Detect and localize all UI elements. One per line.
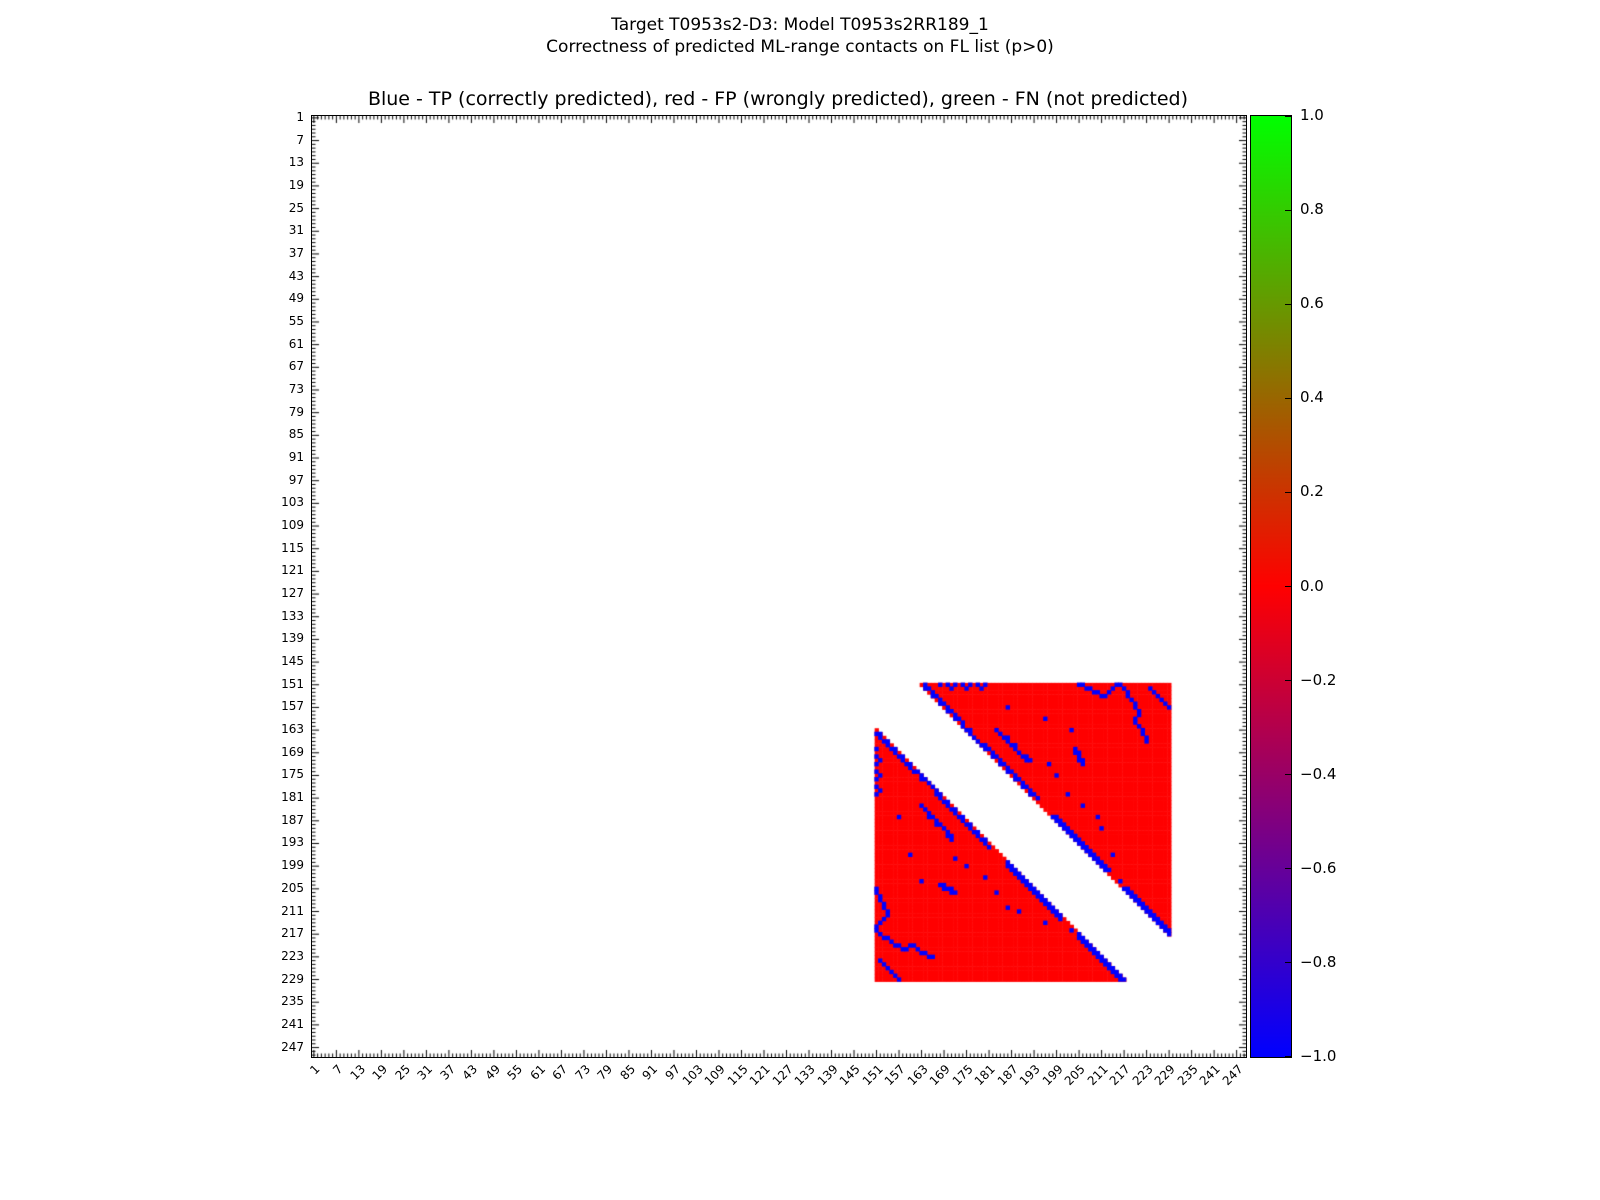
colorbar-tick [1285,397,1291,399]
colorbar-tick-label: −0.8 [1300,952,1337,971]
colorbar [1250,115,1292,1058]
y-tick-label: 169 [281,744,304,759]
colorbar-tick [1285,491,1291,493]
y-tick-label: 181 [281,790,304,805]
y-tick-label: 241 [281,1016,304,1031]
y-tick-label: 49 [288,291,304,306]
colorbar-tick-label: 0.8 [1300,200,1324,219]
y-tick-label: 25 [288,200,304,215]
y-tick-label: 223 [281,948,304,963]
colorbar-tick [1285,774,1291,776]
y-tick-label: 235 [281,994,304,1009]
y-tick-label: 79 [288,404,304,419]
y-tick-label: 127 [281,586,304,601]
y-tick-label: 55 [288,313,304,328]
y-tick-label: 217 [281,926,304,941]
y-tick-label: 145 [281,654,304,669]
colorbar-tick [1285,1056,1291,1057]
y-tick-label: 85 [288,427,304,442]
y-tick-label: 13 [288,155,304,170]
y-tick-label: 157 [281,699,304,714]
y-tick-label: 121 [281,563,304,578]
colorbar-tick-label: −1.0 [1300,1047,1337,1065]
colorbar-tick-label: −0.4 [1300,764,1337,783]
y-tick-label: 205 [281,880,304,895]
colorbar-tick-label: 0.2 [1300,482,1324,501]
axes-title: Blue - TP (correctly predicted), red - F… [367,88,1189,110]
y-tick-label: 1 [296,109,304,124]
colorbar-tick-label: 1.0 [1300,106,1324,124]
y-tick-label: 193 [281,835,304,850]
y-tick-label: 73 [288,381,304,396]
y-tick-label: 43 [288,268,304,283]
colorbar-tick [1285,868,1291,870]
y-tick-label: 31 [288,223,304,238]
y-tick-label: 67 [288,359,304,374]
colorbar-tick-label: 0.6 [1300,294,1324,313]
y-tick-label: 175 [281,767,304,782]
colorbar-tick [1285,116,1291,117]
y-tick-label: 151 [281,676,304,691]
y-tick-label: 61 [288,336,304,351]
y-tick-label: 187 [281,812,304,827]
y-tick-label: 109 [281,518,304,533]
y-tick-label: 37 [288,245,304,260]
y-tick-label: 97 [288,472,304,487]
colorbar-tick [1285,586,1291,587]
y-tick-label: 19 [288,177,304,192]
colorbar-tick [1285,680,1291,682]
colorbar-tick-label: 0.0 [1300,576,1324,595]
colorbar-gradient [1251,116,1291,1057]
plot-area [311,115,1247,1058]
colorbar-tick-label: 0.4 [1300,388,1324,407]
y-tick-label: 163 [281,722,304,737]
figure-title: Target T0953s2-D3: Model T0953s2RR189_1 … [0,14,1600,58]
y-tick-label: 229 [281,971,304,986]
colorbar-tick [1285,303,1291,305]
colorbar-tick-label: −0.2 [1300,670,1337,689]
y-tick-label: 7 [296,132,304,147]
figure-title-line2: Correctness of predicted ML-range contac… [546,37,1054,57]
colorbar-tick [1285,962,1291,964]
y-tick-label: 115 [281,540,304,555]
colorbar-tick [1285,209,1291,211]
y-tick-label: 247 [281,1039,304,1054]
y-tick-label: 133 [281,608,304,623]
y-tick-label: 139 [281,631,304,646]
y-tick-label: 91 [288,450,304,464]
figure-title-line1: Target T0953s2-D3: Model T0953s2RR189_1 [611,15,989,35]
y-tick-label: 211 [281,903,304,918]
colorbar-tick-label: −0.6 [1300,858,1337,877]
y-tick-label: 199 [281,858,304,873]
contact-map-canvas [312,116,1246,1057]
y-tick-label: 103 [281,495,304,510]
